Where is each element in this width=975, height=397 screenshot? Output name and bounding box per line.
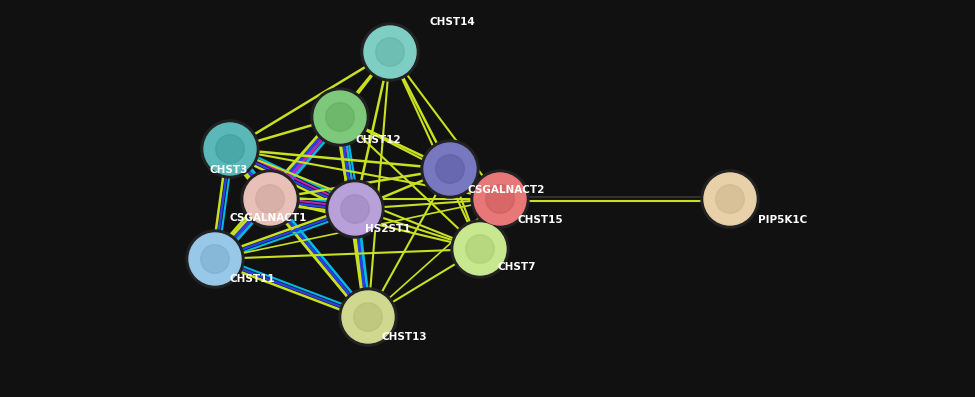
Circle shape (314, 91, 366, 143)
Circle shape (326, 103, 354, 131)
Circle shape (326, 180, 384, 238)
Text: CSGALNACT1: CSGALNACT1 (230, 213, 307, 223)
Circle shape (311, 88, 369, 146)
Circle shape (186, 230, 244, 288)
Circle shape (421, 140, 479, 198)
Circle shape (241, 170, 299, 228)
Circle shape (424, 143, 476, 195)
Circle shape (716, 185, 744, 213)
Circle shape (354, 303, 382, 331)
Circle shape (244, 173, 296, 225)
Text: CHST12: CHST12 (355, 135, 401, 145)
Circle shape (340, 195, 370, 223)
Circle shape (454, 223, 506, 275)
Circle shape (201, 120, 259, 178)
Text: CHST3: CHST3 (210, 165, 249, 175)
Circle shape (339, 288, 397, 346)
Circle shape (486, 185, 514, 213)
Circle shape (704, 173, 756, 225)
Circle shape (466, 235, 494, 263)
Text: CHST7: CHST7 (498, 262, 536, 272)
Text: CHST14: CHST14 (430, 17, 476, 27)
Text: CHST15: CHST15 (518, 215, 564, 225)
Circle shape (436, 155, 464, 183)
Circle shape (471, 170, 529, 228)
Text: CSGALNACT2: CSGALNACT2 (468, 185, 545, 195)
Circle shape (701, 170, 759, 228)
Circle shape (255, 185, 285, 213)
Circle shape (342, 291, 394, 343)
Circle shape (215, 135, 245, 163)
Text: CHST11: CHST11 (230, 274, 276, 284)
Circle shape (474, 173, 526, 225)
Text: CHST13: CHST13 (382, 332, 428, 342)
Circle shape (375, 38, 405, 66)
Circle shape (204, 123, 256, 175)
Circle shape (361, 23, 419, 81)
Text: PIP5K1C: PIP5K1C (758, 215, 807, 225)
Text: HS2ST1: HS2ST1 (365, 224, 410, 234)
Circle shape (201, 245, 229, 273)
Circle shape (189, 233, 241, 285)
Circle shape (451, 220, 509, 278)
Circle shape (364, 26, 416, 78)
Circle shape (329, 183, 381, 235)
